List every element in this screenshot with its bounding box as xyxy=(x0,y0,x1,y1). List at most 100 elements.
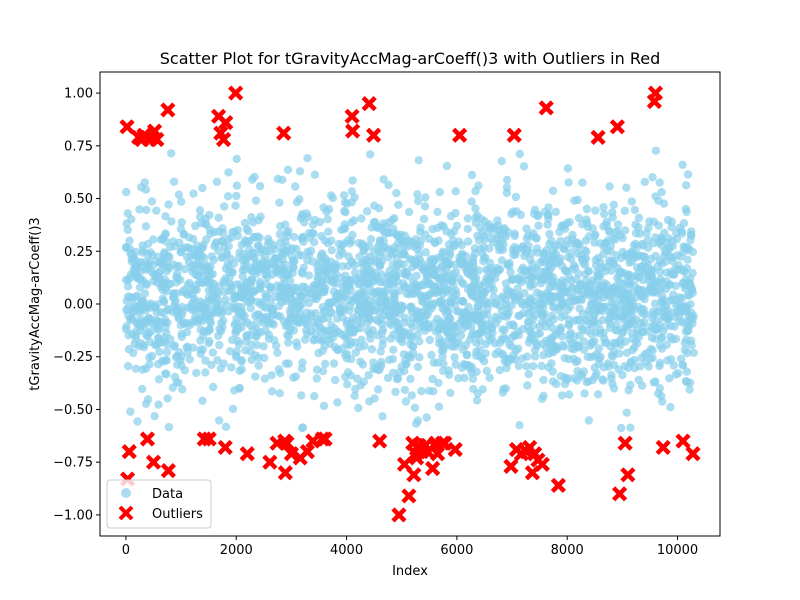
data-point xyxy=(545,240,554,249)
data-point xyxy=(167,149,176,158)
data-point xyxy=(452,221,462,230)
outlier-point xyxy=(262,454,278,470)
data-point xyxy=(556,236,565,246)
data-point xyxy=(198,332,208,341)
data-point xyxy=(348,176,357,185)
data-point xyxy=(161,230,170,239)
data-point xyxy=(462,350,472,359)
data-point xyxy=(323,215,332,224)
outlier-point xyxy=(201,431,217,447)
data-point xyxy=(450,353,459,362)
data-point xyxy=(319,286,329,295)
data-point xyxy=(486,264,496,273)
data-point xyxy=(330,296,340,305)
data-point xyxy=(435,274,445,284)
data-point xyxy=(552,379,561,389)
data-point xyxy=(428,374,437,384)
data-point xyxy=(174,190,184,199)
data-point xyxy=(583,352,592,362)
data-point xyxy=(493,216,502,225)
data-point xyxy=(393,243,403,253)
data-point xyxy=(248,218,258,227)
data-point xyxy=(196,325,206,334)
data-point xyxy=(207,360,216,370)
data-point xyxy=(637,353,646,362)
data-point xyxy=(437,262,447,272)
data-point xyxy=(630,250,639,259)
data-point xyxy=(154,375,164,384)
data-point xyxy=(404,236,413,245)
data-point xyxy=(161,212,170,221)
data-point xyxy=(385,318,394,328)
data-point xyxy=(564,321,574,330)
data-point xyxy=(656,298,666,307)
data-point xyxy=(383,253,393,262)
data-point xyxy=(672,228,681,238)
data-point xyxy=(544,363,553,372)
data-point xyxy=(174,314,183,323)
data-point xyxy=(579,337,588,346)
data-point xyxy=(291,182,300,191)
data-point xyxy=(465,335,475,344)
data-point xyxy=(152,300,162,309)
data-point xyxy=(354,316,363,326)
data-point xyxy=(137,299,146,308)
data-point xyxy=(228,404,238,414)
data-point xyxy=(286,314,295,323)
outlier-point xyxy=(145,454,162,470)
data-point xyxy=(221,422,231,431)
data-point xyxy=(264,234,273,243)
data-point xyxy=(287,245,296,255)
data-point xyxy=(232,181,242,190)
data-point xyxy=(373,385,383,394)
data-point xyxy=(395,325,404,334)
data-point xyxy=(433,207,442,216)
data-point xyxy=(250,172,259,182)
outlier-point xyxy=(276,125,292,141)
data-point xyxy=(131,334,140,343)
data-point xyxy=(177,329,186,339)
data-point xyxy=(142,279,151,288)
data-point xyxy=(630,355,639,365)
data-point xyxy=(687,341,696,350)
data-point xyxy=(617,286,627,295)
data-point xyxy=(569,345,579,354)
data-point xyxy=(589,305,598,314)
data-point xyxy=(466,283,476,292)
data-point xyxy=(558,281,567,290)
data-point xyxy=(474,181,483,190)
outlier-point xyxy=(121,444,137,460)
data-point xyxy=(570,196,579,205)
data-point xyxy=(243,318,252,327)
data-point xyxy=(420,202,430,211)
data-point xyxy=(241,346,250,355)
data-point xyxy=(593,390,603,399)
data-point xyxy=(564,273,574,282)
data-point xyxy=(621,251,630,261)
data-point xyxy=(218,237,227,246)
data-point xyxy=(543,211,553,220)
data-point xyxy=(182,343,191,352)
outlier-point xyxy=(283,446,299,462)
data-point xyxy=(290,232,299,242)
data-point xyxy=(275,389,284,398)
data-point xyxy=(172,272,181,282)
data-point xyxy=(526,267,535,276)
data-point xyxy=(122,187,131,197)
outlier-point xyxy=(612,486,628,502)
data-point xyxy=(320,341,329,351)
data-point xyxy=(122,243,131,252)
data-point xyxy=(255,264,264,274)
data-point xyxy=(490,339,500,348)
data-point xyxy=(458,324,468,333)
data-point xyxy=(197,219,206,228)
data-point xyxy=(383,373,393,383)
data-point xyxy=(532,244,542,253)
data-point xyxy=(512,207,521,216)
data-point xyxy=(674,317,684,326)
data-point xyxy=(214,307,223,316)
data-point xyxy=(281,236,290,246)
data-point xyxy=(150,412,159,421)
data-point xyxy=(640,258,649,268)
data-point xyxy=(486,234,496,243)
